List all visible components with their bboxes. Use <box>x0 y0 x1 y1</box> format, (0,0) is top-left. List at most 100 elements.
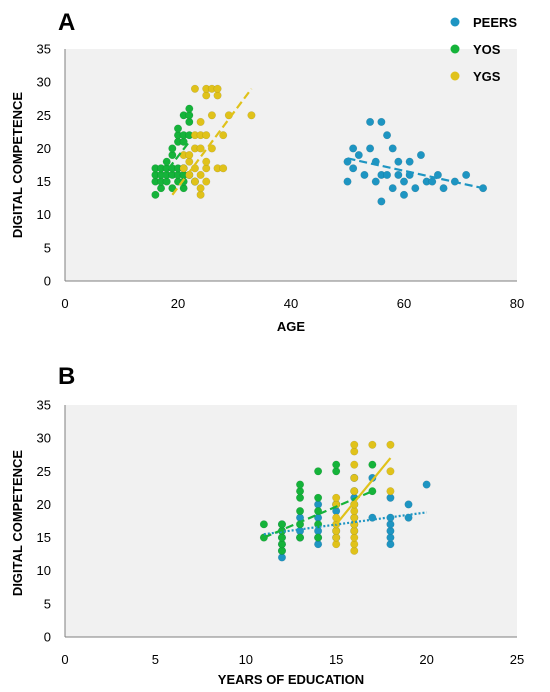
panel-a-y-tick-label: 30 <box>37 75 51 90</box>
panel-b-yos-point <box>277 520 287 529</box>
panel-b-x-tick-label: 0 <box>61 652 68 667</box>
panel-a-x-tick-label: 0 <box>61 296 68 311</box>
panel-a-peers-point <box>383 170 392 179</box>
panel-a-peers-point <box>377 197 386 206</box>
panel-b-y-tick-label: 10 <box>37 563 51 578</box>
panel-a-peers-point <box>343 177 352 186</box>
panel-a-ygs-point <box>202 157 211 166</box>
panel-a-ygs-point <box>179 164 188 173</box>
panel-b-y-tick-label: 25 <box>37 464 51 479</box>
panel-a-peers-trendline <box>347 157 484 190</box>
panel-a-ygs-point <box>213 84 222 93</box>
panel-b: B 0 5 10 15 20 25 30 35 0 5 10 15 20 25 YEARS OF EDUC… <box>10 363 524 687</box>
panel-b-x-axis-title: YEARS OF EDUCATION <box>218 672 364 687</box>
panel-b-ygs-point <box>368 440 377 449</box>
panel-a-peers-point <box>411 184 420 193</box>
panel-b-y-tick-label: 20 <box>37 497 51 512</box>
panel-a-ygs-point <box>190 177 199 186</box>
panel-a-yos-point <box>151 190 160 199</box>
panel-b-x-tick-label: 5 <box>152 652 159 667</box>
panel-b-yos-trendline <box>263 490 373 539</box>
panel-a-peers-point <box>399 190 409 199</box>
panel-b-ygs-point <box>350 460 359 469</box>
panel-b-trendlines <box>263 457 427 539</box>
panel-a-x-tick-label: 40 <box>284 296 298 311</box>
panel-a-ygs-point <box>202 131 211 140</box>
panel-a-ygs-point <box>196 144 205 153</box>
panel-a-peers-point <box>366 117 375 126</box>
legend-marker-ygs <box>450 71 460 81</box>
panel-b-ygs-point <box>332 513 341 522</box>
panel-b-yos-point <box>332 460 341 469</box>
panel-b-y-tick-label: 15 <box>37 530 51 545</box>
panel-a-peers-point <box>399 177 409 186</box>
panel-b-peers-trendline <box>263 511 427 536</box>
panel-a-y-tick-label: 10 <box>37 207 51 222</box>
panel-a-ygs-point <box>207 144 216 153</box>
panel-a-peers-point <box>371 177 380 186</box>
panel-a-y-tick-label: 25 <box>37 108 51 123</box>
panel-b-peers-point <box>404 513 413 522</box>
panel-a-y-axis-title: DIGITAL COMPETENCE <box>10 92 25 238</box>
panel-a-peers-point <box>394 170 403 179</box>
panel-a-peers-point <box>394 157 403 166</box>
panel-a-ygs-point <box>185 151 194 160</box>
panel-a-y-tick-label: 20 <box>37 141 51 156</box>
panel-a-yos-point <box>162 157 171 166</box>
panel-a-yos-trendline <box>160 141 191 179</box>
panel-a-peers-point <box>360 170 369 179</box>
panel-a-peers-point <box>388 184 397 193</box>
panel-a-ygs-point <box>196 184 205 193</box>
panel-b-y-tick-label: 0 <box>44 630 51 645</box>
panel-b-yos-point <box>368 460 377 469</box>
panel-a-trendlines <box>160 88 484 196</box>
panel-b-peers-point <box>386 513 395 522</box>
panel-a-points <box>151 84 488 206</box>
panel-b-peers-point <box>368 513 377 522</box>
legend-marker-peers <box>450 17 460 27</box>
panel-a-y-tick-label: 35 <box>37 42 51 57</box>
panel-a-yos-point <box>173 124 183 133</box>
panel-a-peers-point <box>366 144 375 153</box>
legend-marker-yos <box>450 44 460 54</box>
panel-a-peers-point <box>388 144 397 153</box>
panel-a-yos-point <box>185 104 194 113</box>
panel-a-peers-point <box>383 131 392 140</box>
panel-b-y-tick-label: 30 <box>37 431 51 446</box>
panel-b-yos-point <box>314 493 323 502</box>
panel-b-yos-point <box>295 533 305 542</box>
panel-b-ygs-point <box>386 440 395 449</box>
panel-a-peers-point <box>462 170 471 179</box>
panel-a-y-tick-label: 5 <box>44 240 51 255</box>
panel-b-ygs-point <box>386 487 395 496</box>
panel-b-ygs-point <box>332 493 341 502</box>
panel-b-plot-background <box>65 405 517 637</box>
panel-b-ygs-point <box>350 473 359 482</box>
panel-a-ygs-point <box>219 131 228 140</box>
panel-a-ygs-point <box>247 111 256 120</box>
panel-a-yos-point <box>168 144 177 153</box>
panel-a-peers-point <box>349 164 358 173</box>
panel-a-peers-point <box>416 151 426 160</box>
panel-a-letter: A <box>58 9 75 36</box>
panel-a-ygs-point <box>207 111 216 120</box>
panel-b-peers-point <box>404 500 413 509</box>
panel-b-axes: 0 5 10 15 20 25 30 35 0 5 10 15 20 25 <box>37 398 525 668</box>
panel-a-peers-point <box>377 117 386 126</box>
panel-b-yos-point <box>259 520 268 529</box>
panel-a-axes: 0 5 10 15 20 25 30 35 0 20 40 60 80 <box>37 42 525 312</box>
panel-b-points <box>259 440 431 562</box>
panel-b-x-tick-label: 15 <box>329 652 343 667</box>
legend: PEERS YOS YGS <box>450 15 517 84</box>
panel-a-ygs-point <box>202 177 211 186</box>
panel-a-x-tick-label: 60 <box>397 296 411 311</box>
panel-a-y-tick-label: 0 <box>44 274 51 289</box>
panel-b-yos-point <box>314 467 323 476</box>
panel-b-x-tick-label: 25 <box>510 652 524 667</box>
panel-a: A 0 5 10 15 20 25 30 35 0 20 40 60 80 AGE DIGITAL CO… <box>10 9 524 334</box>
panel-b-letter: B <box>58 363 75 390</box>
panel-b-yos-point <box>314 533 323 542</box>
panel-a-peers-point <box>405 157 414 166</box>
panel-a-ygs-trendline <box>171 88 253 196</box>
